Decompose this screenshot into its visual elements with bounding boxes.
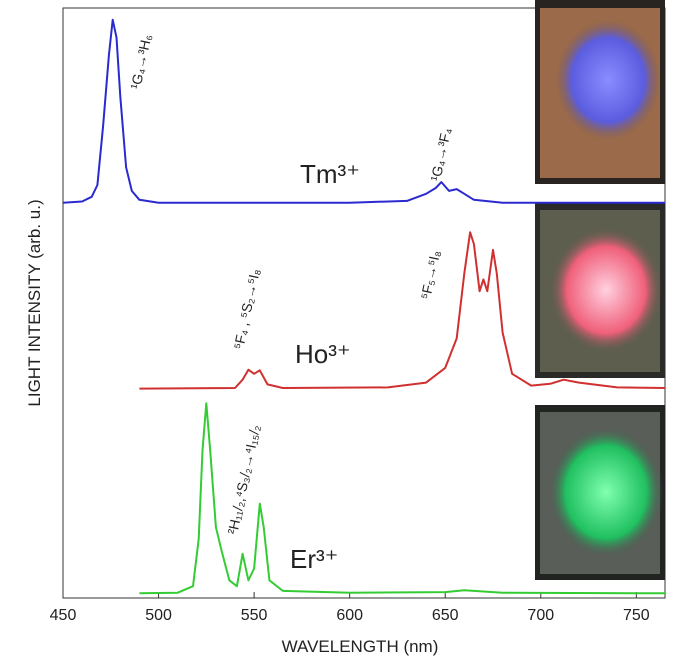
transition-label: ⁵F₄ , ⁵S₂→⁵I₈ xyxy=(230,267,263,350)
transition-label: ¹G₄→³F₄ xyxy=(427,126,454,183)
x-tick-label: 450 xyxy=(50,607,77,624)
series-label: Tm³⁺ xyxy=(300,159,360,189)
x-tick-label: 550 xyxy=(241,607,268,624)
photo-er-glow xyxy=(548,426,664,558)
x-tick-label: 700 xyxy=(527,607,554,624)
photos xyxy=(535,0,665,580)
spectrum-line xyxy=(62,18,665,204)
x-tick-label: 650 xyxy=(432,607,459,624)
series-label: Er³⁺ xyxy=(290,544,338,574)
transition-label: ⁵F₅→⁵I₈ xyxy=(417,249,443,301)
series-label: Ho³⁺ xyxy=(295,339,351,369)
transition-label: ²H₁₁/₂,⁴S₃/₂→⁴I₁₅/₂ xyxy=(224,423,263,535)
x-tick-label: 600 xyxy=(336,607,363,624)
spectrum-line xyxy=(139,402,666,595)
spectrum-line xyxy=(139,231,666,390)
x-tick-label: 500 xyxy=(145,607,172,624)
x-tick-label: 750 xyxy=(623,607,650,624)
transition-label: ¹G₄→³H₆ xyxy=(127,33,154,91)
photo-ho-glow xyxy=(550,228,662,352)
y-axis-title: LIGHT INTENSITY (arb. u.) xyxy=(25,199,44,406)
photo-tm-glow xyxy=(556,20,660,140)
x-axis-title: WAVELENGTH (nm) xyxy=(282,637,439,656)
